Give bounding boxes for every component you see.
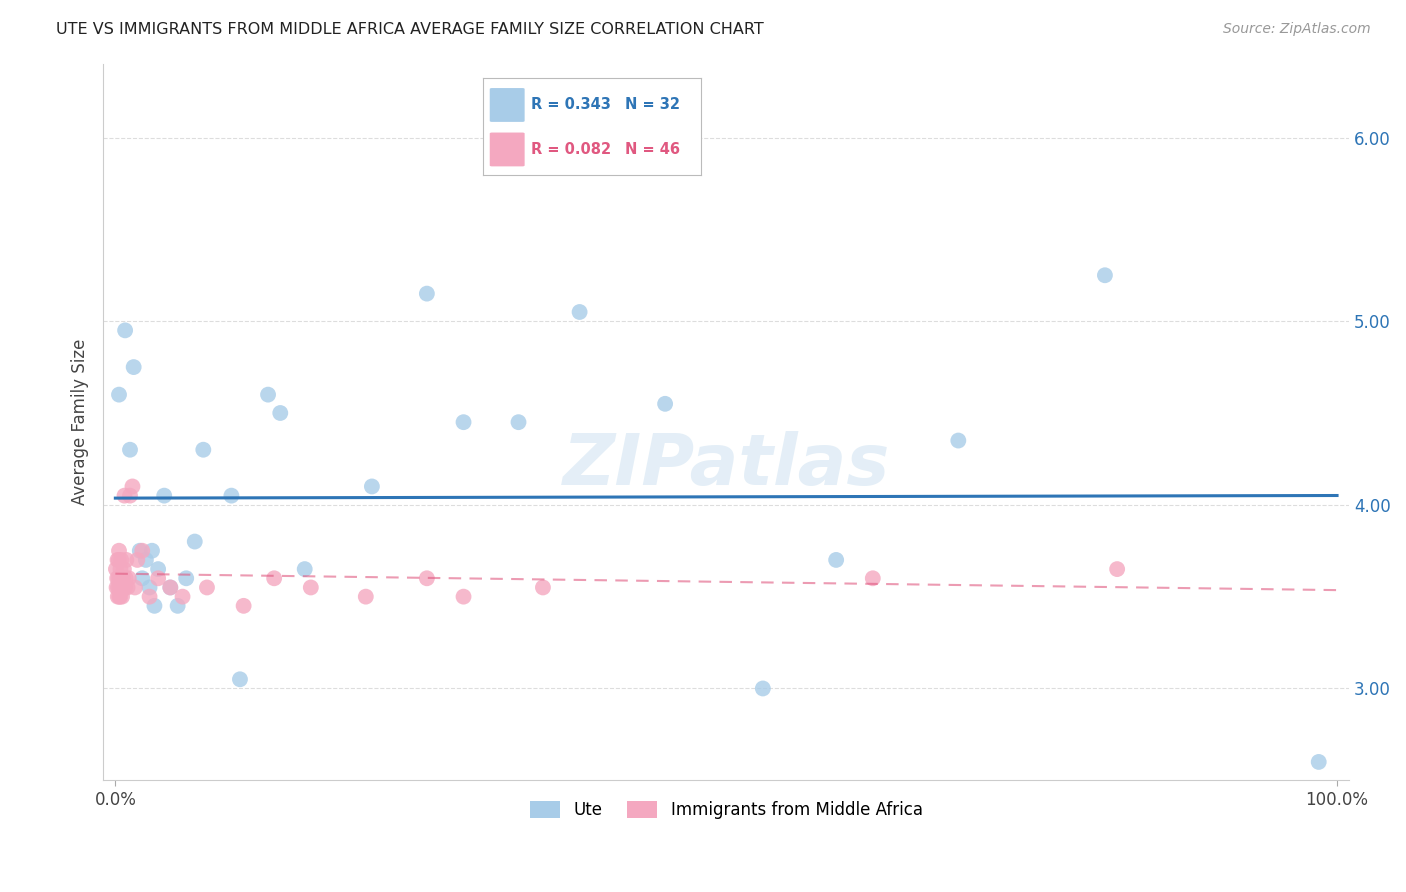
Point [269,406,291,420]
Point [112,562,135,576]
Point [107,581,129,595]
Point [416,286,439,301]
Point [453,415,475,429]
Point [110,571,132,585]
Point [174,571,197,585]
Point [143,599,166,613]
Legend: Ute, Immigrants from Middle Africa: Ute, Immigrants from Middle Africa [523,794,929,826]
Point [146,571,169,585]
Point [654,397,676,411]
Point [108,571,131,585]
Point [825,553,848,567]
Y-axis label: Average Family Size: Average Family Size [72,339,89,506]
Text: UTE VS IMMIGRANTS FROM MIDDLE AFRICA AVERAGE FAMILY SIZE CORRELATION CHART: UTE VS IMMIGRANTS FROM MIDDLE AFRICA AVE… [56,22,763,37]
Point [121,479,143,493]
Point [752,681,775,696]
Point [111,581,134,595]
Point [131,543,153,558]
Point [221,489,243,503]
Point [110,581,132,595]
Point [416,571,439,585]
Point [108,581,131,595]
Point [354,590,377,604]
Point [229,673,252,687]
Point [108,590,131,604]
Point [232,599,254,613]
Point [104,562,127,576]
Point [108,387,131,401]
Point [114,489,136,503]
Point [294,562,316,576]
Point [172,590,194,604]
Point [531,581,554,595]
Point [508,415,530,429]
Point [195,581,218,595]
Point [110,553,132,567]
Point [131,571,153,585]
Point [1308,755,1330,769]
Point [568,305,591,319]
Point [153,489,176,503]
Point [105,571,128,585]
Point [141,543,163,558]
Point [299,581,322,595]
Point [361,479,384,493]
Point [159,581,181,595]
Point [166,599,188,613]
Point [193,442,215,457]
Point [117,581,139,595]
Point [118,571,141,585]
Point [184,534,207,549]
Point [135,553,157,567]
Point [107,590,129,604]
Text: Source: ZipAtlas.com: Source: ZipAtlas.com [1223,22,1371,37]
Point [138,581,160,595]
Point [146,562,169,576]
Point [105,581,128,595]
Point [159,581,181,595]
Point [128,543,150,558]
Point [124,581,146,595]
Point [107,553,129,567]
Point [114,323,136,337]
Point [138,590,160,604]
Point [263,571,285,585]
Point [118,489,141,503]
Point [1107,562,1129,576]
Point [453,590,475,604]
Point [108,543,131,558]
Point [122,360,145,375]
Point [862,571,884,585]
Point [127,553,149,567]
Point [115,553,138,567]
Point [257,387,280,401]
Point [112,571,135,585]
Point [110,562,132,576]
Point [1094,268,1116,283]
Point [107,553,129,567]
Point [111,590,134,604]
Point [114,581,136,595]
Point [110,590,132,604]
Point [114,571,136,585]
Point [118,442,141,457]
Point [107,571,129,585]
Text: ZIPatlas: ZIPatlas [562,431,890,500]
Point [948,434,970,448]
